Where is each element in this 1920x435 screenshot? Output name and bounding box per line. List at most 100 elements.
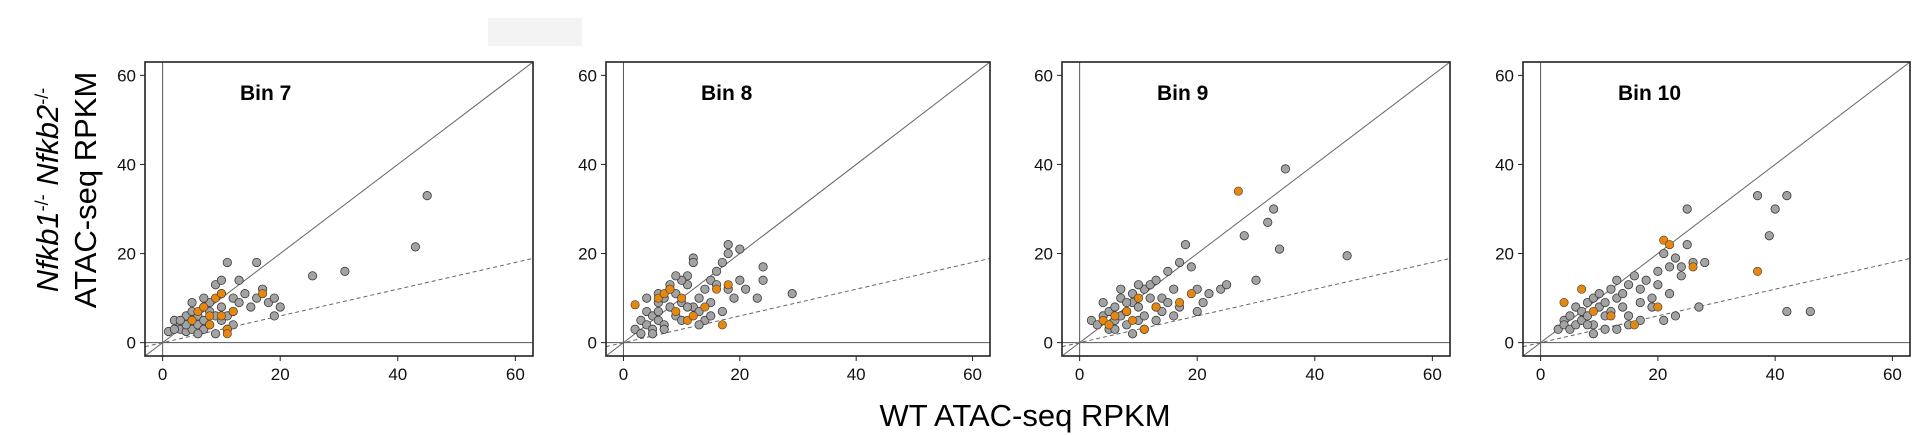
x-tick-label: 0 bbox=[158, 365, 167, 384]
x-tick-label: 20 bbox=[730, 365, 749, 384]
y-axis-label: Nfkb1-/- Nfkb2-/- ATAC-seq RPKM bbox=[30, 72, 103, 309]
grey-point bbox=[1694, 302, 1704, 312]
highlight-point bbox=[216, 289, 226, 299]
y-tick-label: 20 bbox=[1495, 245, 1514, 264]
y-tick-label: 0 bbox=[127, 334, 136, 353]
grey-point bbox=[1116, 284, 1126, 294]
placeholder-box bbox=[488, 18, 582, 46]
grey-point bbox=[741, 284, 751, 294]
reference-line-lower bbox=[1062, 257, 1450, 348]
grey-point bbox=[729, 293, 739, 303]
grey-point bbox=[210, 329, 221, 339]
grey-point bbox=[1133, 280, 1144, 290]
grey-point bbox=[216, 275, 227, 285]
panel-title: Bin 9 bbox=[1157, 82, 1208, 105]
grey-point bbox=[1623, 311, 1634, 321]
grey-point bbox=[1682, 240, 1692, 250]
grey-point bbox=[1676, 271, 1686, 281]
panel-frame bbox=[1061, 61, 1451, 357]
y-tick-label: 0 bbox=[1505, 334, 1514, 353]
x-tick-label: 20 bbox=[1648, 365, 1667, 384]
highlight-point bbox=[1559, 298, 1569, 308]
grey-point bbox=[723, 248, 733, 259]
reference-line-lower bbox=[145, 257, 533, 348]
highlight-point bbox=[1175, 298, 1185, 308]
x-tick-label: 60 bbox=[1423, 365, 1442, 384]
x-tick-label: 40 bbox=[388, 365, 407, 384]
panel-frame bbox=[144, 61, 534, 357]
highlight-point bbox=[630, 300, 640, 310]
highlight-point bbox=[712, 284, 722, 294]
x-tick-label: 40 bbox=[1766, 365, 1785, 384]
x-tick-label: 40 bbox=[1305, 365, 1324, 384]
grey-point bbox=[752, 293, 762, 303]
grey-point bbox=[307, 271, 318, 281]
grey-point bbox=[1670, 253, 1681, 263]
grey-point bbox=[1133, 302, 1144, 312]
grey-point bbox=[694, 320, 704, 330]
grey-point bbox=[187, 297, 197, 308]
highlight-point bbox=[1104, 320, 1114, 330]
panel-4: 0 0 20 20 40 40 60 60 Bin 10 bbox=[1495, 61, 1911, 384]
grey-point bbox=[1342, 251, 1352, 261]
highlight-point bbox=[205, 311, 215, 321]
grey-point bbox=[1782, 306, 1792, 317]
grey-point bbox=[1600, 324, 1610, 334]
grey-point bbox=[1594, 289, 1604, 299]
highlight-point bbox=[222, 329, 232, 339]
panel-title: Bin 10 bbox=[1618, 82, 1681, 105]
x-tick-label: 40 bbox=[847, 365, 866, 384]
grey-point bbox=[700, 284, 710, 294]
grey-point bbox=[1186, 262, 1196, 272]
grey-point bbox=[222, 257, 232, 268]
grey-point bbox=[1653, 266, 1663, 276]
grey-point bbox=[169, 324, 179, 334]
x-tick-label: 60 bbox=[506, 365, 525, 384]
reference-line-identity bbox=[606, 62, 990, 356]
highlight-point bbox=[199, 302, 209, 312]
plot-area bbox=[1523, 62, 1910, 356]
grey-point bbox=[1582, 320, 1593, 330]
plot-area bbox=[1062, 62, 1450, 356]
grey-point bbox=[758, 262, 768, 272]
highlight-point bbox=[1128, 315, 1138, 325]
grey-point bbox=[636, 329, 646, 339]
grey-point bbox=[269, 311, 279, 321]
highlight-point bbox=[717, 320, 727, 330]
grey-point bbox=[1239, 231, 1249, 241]
highlight-point bbox=[1151, 302, 1161, 312]
y-axis-label-line1: Nfkb1-/- Nfkb2-/- bbox=[30, 88, 65, 293]
highlight-point bbox=[1688, 262, 1698, 272]
highlight-point bbox=[187, 315, 197, 325]
grey-point bbox=[1169, 284, 1179, 294]
grey-point bbox=[1600, 297, 1610, 308]
y-tick-label: 60 bbox=[1495, 66, 1514, 85]
grey-point bbox=[758, 275, 768, 285]
grey-point bbox=[1664, 262, 1675, 272]
x-tick-label: 60 bbox=[1883, 365, 1902, 384]
grey-point bbox=[1192, 306, 1202, 317]
grey-point bbox=[1269, 204, 1279, 214]
grey-point bbox=[216, 302, 227, 312]
grey-point bbox=[234, 275, 244, 285]
highlight-point bbox=[1606, 311, 1616, 321]
highlight-point bbox=[1653, 302, 1663, 312]
highlight-point bbox=[1139, 324, 1149, 334]
grey-point bbox=[1174, 257, 1185, 268]
y-tick-label: 40 bbox=[117, 155, 136, 174]
grey-point bbox=[711, 266, 722, 276]
grey-point bbox=[1618, 302, 1628, 312]
x-tick-label: 0 bbox=[1075, 365, 1084, 384]
panel-frame bbox=[1522, 61, 1911, 357]
highlight-point bbox=[671, 306, 681, 316]
highlight-point bbox=[1122, 306, 1132, 316]
grey-point bbox=[269, 293, 279, 303]
grey-point bbox=[694, 293, 704, 303]
grey-point bbox=[1122, 297, 1132, 308]
x-tick-label: 0 bbox=[1536, 365, 1545, 384]
highlight-point bbox=[1133, 293, 1143, 303]
y-tick-label: 0 bbox=[1044, 334, 1053, 353]
grey-point bbox=[1647, 293, 1657, 303]
grey-point bbox=[717, 306, 727, 317]
